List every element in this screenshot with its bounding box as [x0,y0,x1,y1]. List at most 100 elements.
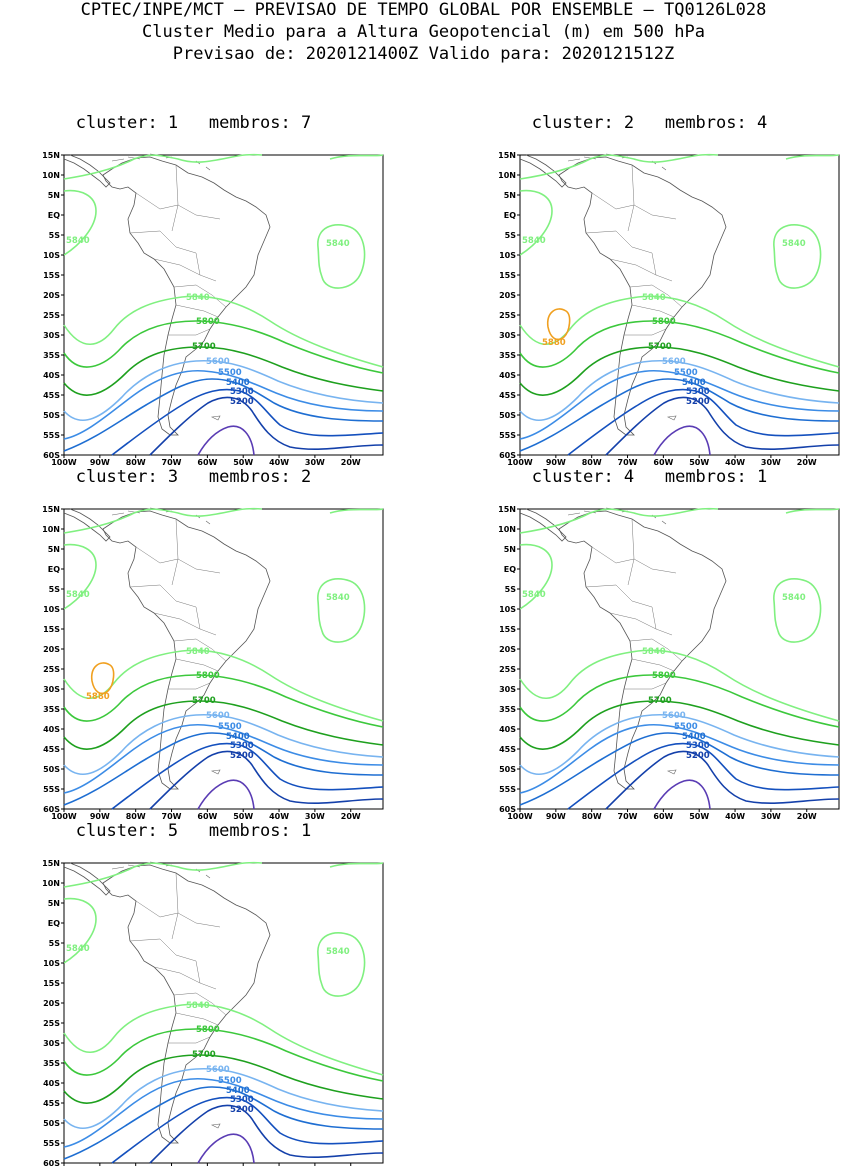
lon-label: 90W [90,812,110,821]
lat-label: 55S [499,785,516,794]
lon-label: 30W [761,812,781,821]
lat-label: 15N [498,505,516,514]
label-5700: 5700 [648,342,672,352]
contour-5700 [519,700,840,750]
contour-5800 [63,320,384,374]
contour-5840-atlantic [773,577,822,643]
lon-label: 60W [653,458,673,467]
falkland-islands [210,769,221,775]
lat-label: 15S [499,625,516,634]
lat-label: 15S [43,979,60,988]
lat-label: 35S [499,705,516,714]
lat-label: 10S [43,251,60,260]
lat-label: 10N [42,525,60,534]
lat-label: EQ [48,919,60,928]
lon-label: 40W [269,458,289,467]
contour-5800 [63,674,384,728]
label-5200: 5200 [230,397,254,407]
lon-label: 100W [507,458,533,467]
contour-5500 [519,723,840,794]
label-5400: 5400 [682,378,706,388]
contour-5700 [63,346,384,396]
falkland-islands [210,415,221,421]
contour-5840-east-ridge [329,508,384,514]
label-5840-main: 5840 [642,293,666,303]
contour-5700 [63,1054,384,1104]
lon-label: 20W [341,458,361,467]
lat-label: 15N [42,151,60,160]
lon-axis: 100W 90W 80W 70W 60W 50W 40W 30W 20W [507,809,817,821]
contour-5840-east-ridge [329,862,384,868]
panel-title: cluster: 5 membros: 1 [75,821,312,841]
contour-5500 [519,369,840,440]
contour-5700 [63,700,384,750]
label-5840-main: 5840 [186,1001,210,1011]
panel-title: cluster: 3 membros: 2 [75,467,312,487]
central-america-outline [519,154,567,188]
label-5880: 5880 [86,692,110,702]
lat-label: 10S [43,605,60,614]
label-5200: 5200 [686,751,710,761]
contour-5840-east-ridge [785,154,840,160]
central-america-outline [63,154,111,188]
lon-label: 30W [305,812,325,821]
lat-label: 50S [499,765,516,774]
label-5840-atlantic: 5840 [782,593,806,603]
lon-label: 80W [582,812,602,821]
panel-cluster-1: cluster: 1 membros: 7 5840 5840 5840 5800 57… [0,113,387,467]
lat-label: 60S [499,451,516,460]
lat-label: 20S [43,645,60,654]
lon-label: 100W [51,812,77,821]
contour-5600 [63,359,384,422]
label-5300: 5300 [686,387,710,397]
lon-label: 100W [51,458,77,467]
south-america-outline [102,510,271,790]
lat-axis: 15N 10N 5N EQ 5S 10S 15S 20S 25S 30S 35S 40S 45S 50S 5… [42,505,64,814]
contour-5300 [111,1096,384,1164]
lon-label: 80W [126,812,146,821]
lat-label: 10S [499,605,516,614]
lat-label: 45S [43,745,60,754]
lon-label: 90W [90,458,110,467]
label-5300: 5300 [686,741,710,751]
map-svg: 5880 5840 5840 5840 5800 5700 5600550054005300… [498,151,840,467]
lat-label: 5S [505,231,517,240]
label-5840-main: 5840 [642,647,666,657]
contour-5200 [149,396,384,456]
map-svg: 5840 5840 5840 5800 5700 56005500540053005200… [42,859,384,1166]
south-america-outline [102,156,271,436]
label-5400: 5400 [682,732,706,742]
lat-label: 10N [498,171,516,180]
lon-label: 50W [233,812,253,821]
lat-label: 20S [499,645,516,654]
header-line-1: CPTEC/INPE/MCT – PREVISAO DE TEMPO GLOBA… [80,0,767,20]
lat-label: 35S [43,351,60,360]
contour-5840-north [519,507,719,534]
contour-5700 [519,346,840,396]
lat-label: 35S [43,1059,60,1068]
contour-5840-east-ridge [329,154,384,160]
lat-label: 60S [43,805,60,814]
contour-5400 [63,732,384,806]
lat-label: 55S [499,431,516,440]
lat-axis: 15N 10N 5N EQ 5S 10S 15S 20S 25S 30S 35S 40S 45S 50S 5… [42,859,64,1166]
lat-axis: 15N 10N 5N EQ 5S 10S 15S 20S 25S 30S 35S 40S 45S 50S 5… [42,151,64,460]
panel-title: cluster: 4 membros: 1 [531,467,768,487]
lat-label: 5S [49,585,61,594]
label-5400: 5400 [226,732,250,742]
lat-label: 50S [43,411,60,420]
panel-title: cluster: 1 membros: 7 [75,113,312,133]
label-5880: 5880 [542,338,566,348]
lon-label: 20W [797,812,817,821]
contour-5300 [567,388,840,456]
contour-5840-west [63,897,97,964]
label-5840-atlantic: 5840 [326,593,350,603]
label-5840-main: 5840 [186,647,210,657]
map-svg: 5840 5840 5840 5800 5700 56005500540053005200… [498,505,840,821]
contour-5840-west [63,543,97,610]
lon-label: 30W [761,458,781,467]
contour-5200 [605,396,840,456]
lat-label: 25S [43,665,60,674]
contour-5500 [63,723,384,794]
